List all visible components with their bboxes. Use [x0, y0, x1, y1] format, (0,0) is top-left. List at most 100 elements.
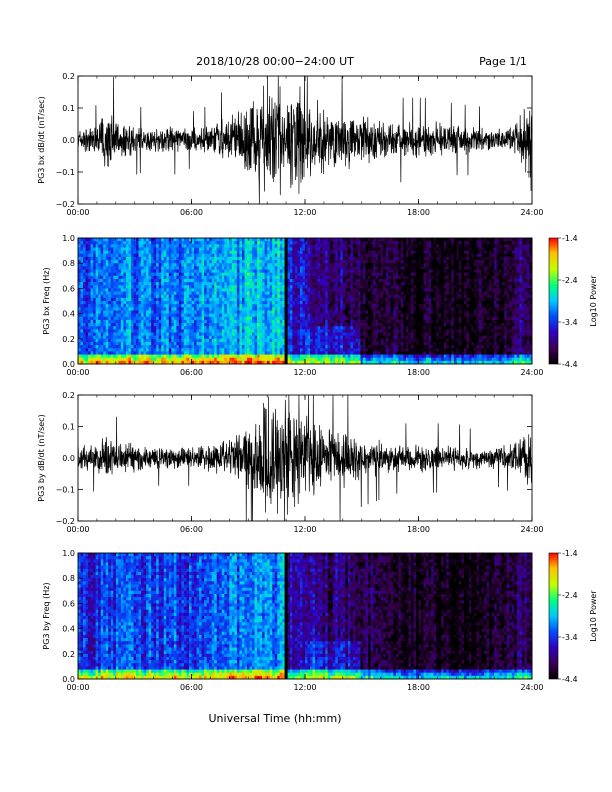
spectrogram-cell: [370, 323, 374, 327]
spectrogram-cell: [118, 326, 122, 330]
spectrogram-cell: [272, 301, 276, 305]
spectrogram-cell: [105, 341, 109, 346]
spectrogram-cell: [257, 275, 260, 280]
spectrogram-cell: [178, 323, 182, 327]
spectrogram-cell: [206, 297, 210, 302]
spectrogram-cell: [206, 301, 210, 305]
spectrogram-cell: [312, 272, 316, 277]
spectrogram-cell: [120, 360, 124, 365]
spectrogram-cell: [83, 310, 86, 314]
spectrogram-cell: [141, 354, 144, 359]
spectrogram-cell: [146, 323, 150, 327]
spectrogram-cell: [219, 272, 223, 277]
spectrogram-cell: [325, 351, 329, 355]
spectrogram-cell: [158, 291, 162, 296]
spectrogram-cell: [199, 291, 202, 296]
spectrogram-cell: [108, 323, 112, 327]
spectrogram-cell: [181, 278, 185, 283]
spectrogram-cell: [188, 247, 192, 251]
spectrogram-cell: [357, 253, 361, 258]
spectrogram-cell: [85, 288, 89, 292]
spectrogram-cell: [287, 360, 291, 365]
spectrogram-cell: [211, 269, 215, 274]
spectrogram-cell: [229, 307, 233, 311]
spectrogram-cell: [287, 297, 291, 302]
spectrogram-cell: [249, 285, 253, 289]
spectrogram-cell: [277, 354, 281, 359]
spectrogram-cell: [297, 244, 301, 248]
spectrogram-cell: [173, 357, 177, 362]
spectrogram-cell: [88, 357, 92, 362]
spectrogram-cell: [279, 304, 283, 308]
spectrogram-cell: [209, 288, 213, 292]
spectrogram-cell: [90, 332, 94, 337]
spectrogram-cell: [161, 329, 165, 333]
spectrogram-cell: [249, 241, 253, 245]
spectrogram-cell: [365, 263, 369, 267]
spectrogram-cell: [292, 244, 296, 248]
spectrogram-cell: [98, 360, 102, 365]
spectrogram-cell: [219, 269, 223, 274]
spectrogram-cell: [186, 360, 190, 365]
spectrogram-cell: [146, 304, 150, 308]
spectrogram-cell: [277, 332, 281, 337]
spectrogram-cell: [211, 297, 215, 302]
spectrogram-cell: [330, 313, 334, 318]
spectrogram-cell: [123, 241, 127, 245]
spectrogram-cell: [199, 326, 202, 330]
spectrogram-cell: [98, 323, 102, 327]
spectrogram-cell: [158, 360, 162, 365]
spectrogram-cell: [138, 263, 142, 267]
spectrogram-cell: [345, 357, 349, 362]
spectrogram-cell: [252, 272, 255, 277]
spectrogram-cell: [85, 357, 89, 362]
spectrogram-cell: [115, 294, 119, 299]
spectrogram-cell: [216, 291, 220, 296]
spectrogram-cell: [340, 335, 344, 340]
spectrogram-cell: [347, 238, 351, 242]
spectrogram-cell: [380, 253, 384, 258]
spectrogram-cell: [257, 272, 260, 277]
spectrogram-cell: [325, 294, 329, 299]
spectrogram-cell: [166, 275, 170, 280]
spectrogram-cell: [307, 294, 311, 299]
spectrogram-cell: [274, 354, 278, 359]
spectrogram-cell: [257, 332, 260, 337]
spectrogram-cell: [148, 285, 152, 289]
spectrogram-cell: [262, 319, 266, 324]
spectrogram-cell: [118, 341, 122, 346]
spectrogram-cell: [307, 354, 311, 359]
spectrogram-cell: [115, 269, 119, 274]
spectrogram-cell: [380, 354, 384, 359]
spectrogram-cell: [108, 297, 112, 302]
spectrogram-cell: [103, 301, 107, 305]
spectrogram-cell: [365, 253, 369, 258]
spectrogram-cell: [342, 260, 346, 264]
spectrogram-cell: [204, 319, 208, 324]
spectrogram-cell: [201, 253, 205, 258]
spectrogram-cell: [120, 256, 124, 261]
spectrogram-cell: [330, 253, 334, 258]
spectrogram-cell: [168, 310, 172, 314]
spectrogram-cell: [269, 357, 273, 362]
spectrogram-cell: [312, 313, 316, 318]
spectrogram-cell: [188, 326, 192, 330]
spectrogram-cell: [209, 253, 213, 258]
spectrogram-cell: [307, 357, 311, 362]
spectrogram-cell: [292, 351, 296, 355]
spectrogram-cell: [231, 253, 235, 258]
spectrogram-cell: [342, 263, 346, 267]
spectrogram-cell: [120, 332, 124, 337]
spectrogram-cell: [365, 348, 369, 352]
spectrogram-cell: [385, 285, 389, 289]
spectrogram-cell: [355, 354, 359, 359]
spectrogram-cell: [378, 323, 382, 327]
spectrogram-cell: [320, 260, 324, 264]
spectrogram-cell: [163, 269, 167, 274]
spectrogram-cell: [194, 329, 197, 333]
spectrogram-cell: [365, 241, 369, 245]
spectrogram-cell: [110, 247, 114, 251]
spectrogram-cell: [163, 288, 167, 292]
spectrogram-cell: [342, 316, 346, 321]
spectrogram-cell: [183, 285, 187, 289]
